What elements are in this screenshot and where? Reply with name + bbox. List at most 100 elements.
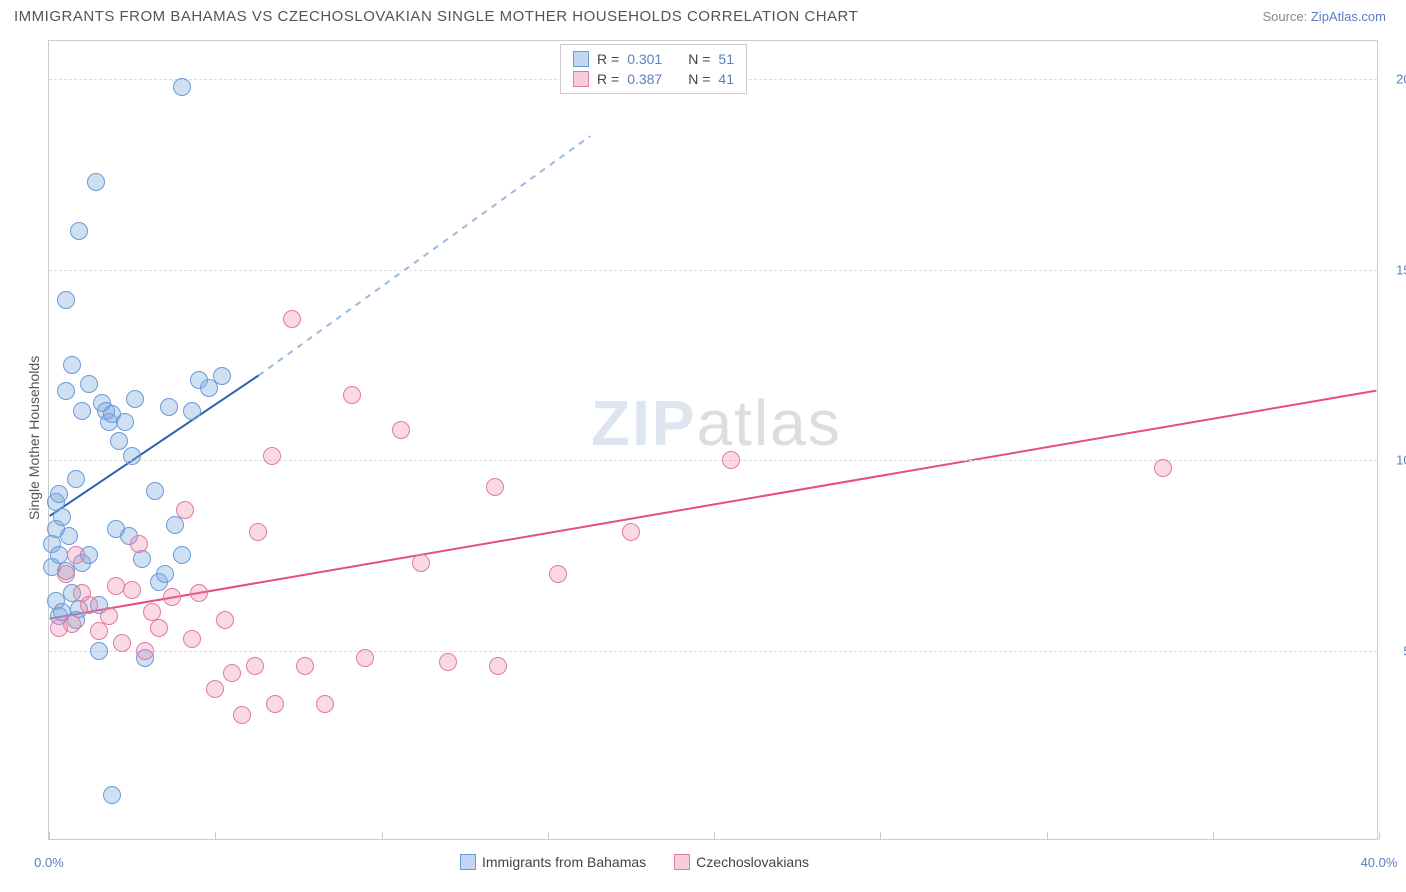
data-point-bahamas [126,390,144,408]
data-point-bahamas [63,356,81,374]
data-point-bahamas [116,413,134,431]
source-link[interactable]: ZipAtlas.com [1311,9,1386,24]
data-point-bahamas [183,402,201,420]
data-point-bahamas [60,527,78,545]
legend-swatch [674,854,690,870]
data-point-czech [283,310,301,328]
x-tick-label: 40.0% [1361,855,1398,870]
stats-r-label: R = [597,71,619,87]
x-tick [1047,832,1048,840]
stats-n-value: 51 [718,51,734,67]
data-point-bahamas [133,550,151,568]
data-point-czech [263,447,281,465]
data-point-czech [216,611,234,629]
x-tick [382,832,383,840]
stats-r-label: R = [597,51,619,67]
x-tick [548,832,549,840]
stats-n-value: 41 [718,71,734,87]
data-point-czech [622,523,640,541]
data-point-czech [57,565,75,583]
chart-header: IMMIGRANTS FROM BAHAMAS VS CZECHOSLOVAKI… [0,0,1406,29]
legend-label: Immigrants from Bahamas [482,854,646,870]
x-tick [714,832,715,840]
chart-title: IMMIGRANTS FROM BAHAMAS VS CZECHOSLOVAKI… [14,8,858,25]
data-point-czech [486,478,504,496]
data-point-bahamas [67,470,85,488]
data-point-czech [722,451,740,469]
data-point-czech [233,706,251,724]
data-point-czech [343,386,361,404]
x-tick [1213,832,1214,840]
data-point-czech [249,523,267,541]
legend-swatch [460,854,476,870]
data-point-bahamas [166,516,184,534]
data-point-czech [183,630,201,648]
data-point-czech [136,642,154,660]
data-point-czech [246,657,264,675]
data-point-bahamas [73,402,91,420]
stats-n-label: N = [688,51,710,67]
data-point-bahamas [90,642,108,660]
data-point-czech [130,535,148,553]
data-point-bahamas [173,546,191,564]
data-point-bahamas [103,786,121,804]
data-point-czech [489,657,507,675]
chart-source: Source: ZipAtlas.com [1262,9,1386,24]
x-tick [49,832,50,840]
data-point-czech [223,664,241,682]
legend-item: Immigrants from Bahamas [460,854,646,870]
data-point-czech [439,653,457,671]
data-point-bahamas [57,291,75,309]
x-tick-label: 0.0% [34,855,64,870]
stats-row: R = 0.387 N = 41 [561,69,746,89]
data-point-czech [80,596,98,614]
data-point-czech [123,581,141,599]
stats-row: R = 0.301 N = 51 [561,49,746,69]
data-point-bahamas [57,382,75,400]
scatter-plot-area: ZIPatlas 5.0%10.0%15.0%20.0%0.0%40.0% [48,40,1378,840]
data-point-czech [90,622,108,640]
data-point-czech [392,421,410,439]
data-point-bahamas [173,78,191,96]
stats-r-value: 0.301 [627,51,662,67]
stats-n-label: N = [688,71,710,87]
trend-line [259,136,591,375]
bottom-legend: Immigrants from Bahamas Czechoslovakians [460,854,809,870]
data-point-bahamas [110,432,128,450]
trend-line [50,391,1377,619]
data-point-czech [113,634,131,652]
data-point-czech [316,695,334,713]
data-point-czech [107,577,125,595]
data-point-czech [100,607,118,625]
data-point-czech [163,588,181,606]
y-tick-label: 20.0% [1396,72,1406,87]
stats-legend-box: R = 0.301 N = 51 R = 0.387 N = 41 [560,44,747,94]
data-point-bahamas [87,173,105,191]
data-point-bahamas [156,565,174,583]
legend-item: Czechoslovakians [674,854,809,870]
x-tick [215,832,216,840]
data-point-bahamas [53,508,71,526]
data-point-bahamas [50,485,68,503]
data-point-bahamas [123,447,141,465]
data-point-czech [266,695,284,713]
data-point-czech [549,565,567,583]
data-point-czech [63,615,81,633]
data-point-czech [296,657,314,675]
y-axis-title: Single Mother Households [26,356,42,520]
data-point-bahamas [146,482,164,500]
data-point-czech [1154,459,1172,477]
data-point-czech [190,584,208,602]
data-point-czech [176,501,194,519]
gridline [49,460,1377,461]
x-tick [1379,832,1380,840]
x-tick [880,832,881,840]
y-tick-label: 10.0% [1396,453,1406,468]
data-point-bahamas [160,398,178,416]
legend-label: Czechoslovakians [696,854,809,870]
stats-swatch [573,71,589,87]
gridline [49,651,1377,652]
y-tick-label: 15.0% [1396,262,1406,277]
source-label: Source: [1262,9,1310,24]
data-point-bahamas [213,367,231,385]
